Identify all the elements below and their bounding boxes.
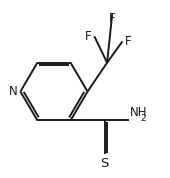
Text: S: S: [100, 157, 109, 170]
Text: F: F: [85, 30, 92, 43]
Text: 2: 2: [140, 114, 146, 123]
Text: N: N: [9, 85, 18, 98]
Text: NH: NH: [130, 106, 148, 119]
Text: F: F: [109, 12, 115, 25]
Text: F: F: [125, 35, 132, 48]
